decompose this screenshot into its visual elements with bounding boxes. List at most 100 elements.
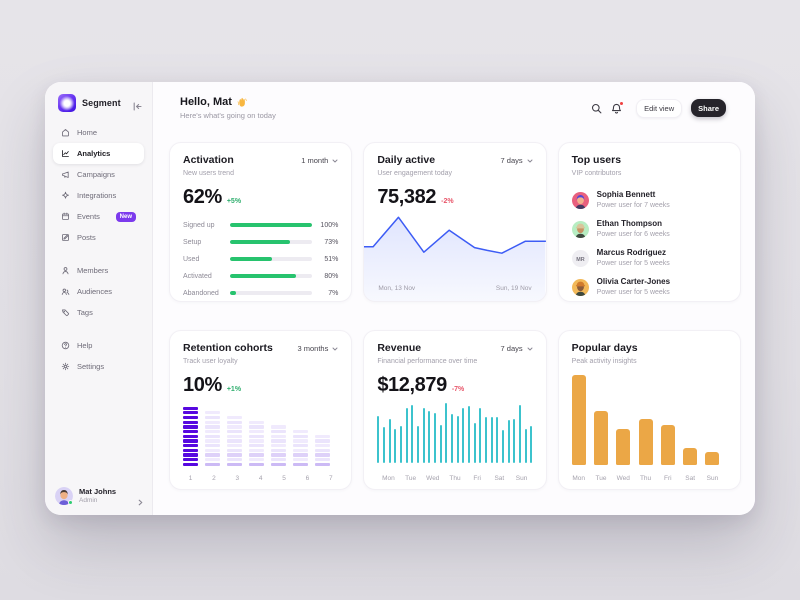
funnel-fill — [230, 274, 296, 278]
top-user-row[interactable]: MR Marcus Rodriguez Power user for 5 weeks — [571, 244, 727, 273]
header-actions: Edit view Share — [591, 98, 726, 118]
cohort-stripe — [183, 430, 198, 434]
revenue-bar — [502, 430, 505, 463]
cohort-x-label: 1 — [188, 475, 193, 482]
retention-range-dropdown[interactable]: 3 months — [297, 344, 338, 353]
popular-day-bar — [683, 447, 698, 465]
cohort-stripe — [183, 420, 198, 424]
cohort-stripe — [183, 462, 198, 466]
sidebar-item-label: Events — [77, 212, 100, 221]
top-user-row[interactable]: Olivia Carter-Jones Power user for 5 week… — [571, 273, 727, 302]
cohort-stripe — [293, 439, 308, 443]
popular-day-x-label: Thu — [639, 475, 652, 482]
retention-x-labels: 1 2 3 4 5 6 7 — [183, 475, 338, 482]
daily-active-delta: -2% — [441, 197, 454, 205]
notifications-bell-icon[interactable] — [611, 101, 624, 114]
edit-view-button[interactable]: Edit view — [636, 98, 683, 118]
cohort-stripe — [315, 444, 330, 448]
card-subtitle: VIP contributors — [571, 169, 622, 177]
daily-active-value: 75,382 — [377, 185, 437, 208]
cohort-stripe — [227, 458, 242, 462]
cohort-stripe — [205, 425, 220, 429]
activation-delta: +5% — [226, 197, 242, 205]
card-title: Activation — [183, 154, 234, 166]
funnel-fill — [230, 257, 272, 261]
card-subtitle: Financial performance over time — [377, 357, 478, 365]
sidebar-item-events[interactable]: Events New — [53, 206, 144, 227]
sidebar-item-help[interactable]: Help — [53, 335, 144, 356]
cohort-column-4 — [249, 420, 264, 466]
card-subtitle: Track user loyalty — [183, 357, 238, 365]
sidebar-item-audiences[interactable]: Audiences — [53, 281, 144, 302]
cohort-x-label: 6 — [305, 475, 310, 482]
search-icon[interactable] — [591, 103, 602, 114]
sidebar-item-tags[interactable]: Tags — [53, 302, 144, 323]
cohort-stripe — [315, 458, 330, 462]
sidebar-item-campaigns[interactable]: Campaigns — [53, 164, 144, 185]
sidebar-item-posts[interactable]: Posts — [53, 227, 144, 248]
revenue-bar — [434, 412, 437, 463]
cohort-stripe — [183, 453, 198, 457]
greeting-text: Hello, Mat — [180, 96, 232, 108]
cohort-stripe — [227, 453, 242, 457]
popular-days-bar-chart — [571, 375, 727, 465]
funnel-row-setup: Setup 73% — [183, 238, 338, 247]
home-icon — [62, 129, 69, 137]
top-user-avatar: MR — [571, 249, 589, 267]
sidebar-item-members[interactable]: Members — [53, 260, 144, 281]
cohort-column-3 — [227, 415, 242, 466]
daily-active-range-dropdown[interactable]: 7 days — [501, 156, 533, 165]
cohort-column-1 — [183, 406, 198, 466]
popular-day-bar — [571, 375, 586, 465]
cohort-stripe — [315, 434, 330, 438]
revenue-bar — [507, 419, 510, 463]
revenue-x-label: Wed — [426, 475, 440, 482]
sidebar-user[interactable]: Mat Johns Admin — [55, 487, 144, 505]
top-user-avatar — [571, 220, 589, 238]
user-name: Mat Johns — [79, 487, 117, 497]
cohort-stripe — [271, 425, 286, 429]
card-revenue: Revenue Financial performance over time … — [363, 330, 547, 490]
revenue-bar — [388, 418, 391, 463]
revenue-delta: -7% — [451, 385, 465, 393]
share-button[interactable]: Share — [691, 99, 726, 117]
sidebar-item-analytics[interactable]: Analytics — [53, 143, 144, 164]
revenue-bar — [405, 408, 408, 463]
top-user-row[interactable]: Sophia Bennett Power user for 7 weeks — [571, 186, 727, 215]
card-popular-days: Popular days Peak activity insights Mon T… — [557, 330, 741, 490]
cohort-column-7 — [315, 434, 330, 466]
cohort-stripe — [205, 430, 220, 434]
top-user-name: Ethan Thompson — [596, 219, 662, 229]
top-user-row[interactable]: Ethan Thompson Power user for 6 weeks — [571, 215, 727, 244]
avatar-svg — [571, 191, 589, 209]
sidebar-item-home[interactable]: Home — [53, 122, 144, 143]
funnel-track — [230, 257, 313, 261]
cohort-stripe — [227, 420, 242, 424]
popular-day-x-label: Sun — [706, 475, 719, 482]
sidebar-collapse-icon[interactable] — [133, 98, 142, 111]
cohort-stripe — [205, 434, 220, 438]
audiences-icon — [61, 288, 70, 295]
cohort-stripe — [293, 462, 308, 466]
cohort-stripe — [293, 434, 308, 438]
revenue-bar — [490, 416, 493, 463]
online-status-dot — [68, 500, 73, 505]
line-chart-svg — [364, 209, 546, 301]
revenue-range-dropdown[interactable]: 7 days — [501, 344, 533, 353]
user-chevron-right-icon[interactable] — [137, 493, 144, 505]
revenue-bar — [428, 410, 431, 463]
activation-range-dropdown[interactable]: 1 month — [301, 156, 338, 165]
tags-icon — [62, 309, 70, 317]
revenue-bar-chart — [377, 403, 533, 463]
sidebar-item-label: Posts — [77, 233, 96, 242]
popular-day-bar — [660, 425, 675, 465]
brand-name: Segment — [82, 98, 121, 108]
cohort-stripe — [205, 453, 220, 457]
cohort-stripe — [293, 448, 308, 452]
cohort-column-6 — [293, 430, 308, 466]
popular-days-x-labels: Mon Tue Wed Thu Fri Sat Sun — [572, 475, 727, 482]
sidebar-item-integrations[interactable]: Integrations — [53, 185, 144, 206]
sidebar-item-settings[interactable]: Settings — [53, 356, 144, 377]
funnel-fill — [230, 223, 313, 227]
